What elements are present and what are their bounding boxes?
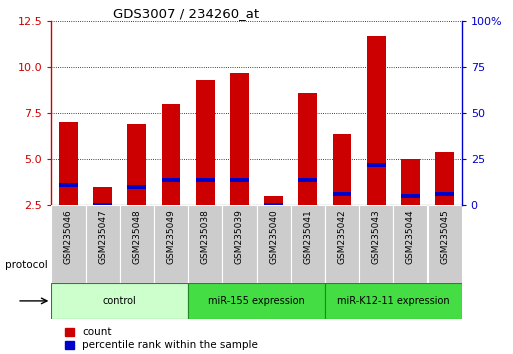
- Bar: [51, 205, 86, 283]
- Bar: [393, 205, 427, 283]
- Bar: [127, 185, 146, 189]
- Bar: [401, 159, 420, 205]
- Bar: [299, 93, 317, 205]
- Legend: count, percentile rank within the sample: count, percentile rank within the sample: [65, 327, 259, 350]
- Text: GSM235038: GSM235038: [201, 209, 210, 264]
- Bar: [359, 205, 393, 283]
- Bar: [59, 122, 78, 205]
- Bar: [196, 80, 214, 205]
- Text: miR-155 expression: miR-155 expression: [208, 296, 305, 306]
- Text: GSM235044: GSM235044: [406, 209, 415, 264]
- Bar: [367, 36, 386, 205]
- Bar: [325, 205, 359, 283]
- Bar: [59, 183, 78, 187]
- Bar: [162, 104, 181, 205]
- Text: GSM235047: GSM235047: [98, 209, 107, 264]
- Bar: [222, 205, 256, 283]
- Bar: [196, 177, 214, 182]
- Bar: [435, 152, 454, 205]
- Bar: [51, 283, 188, 319]
- Bar: [93, 187, 112, 205]
- Bar: [230, 177, 249, 182]
- Text: GSM235041: GSM235041: [303, 209, 312, 264]
- Bar: [332, 133, 351, 205]
- Bar: [264, 196, 283, 205]
- Bar: [427, 205, 462, 283]
- Text: miR-K12-11 expression: miR-K12-11 expression: [337, 296, 449, 306]
- Bar: [291, 205, 325, 283]
- Text: GSM235046: GSM235046: [64, 209, 73, 264]
- Bar: [230, 73, 249, 205]
- Text: GSM235039: GSM235039: [235, 209, 244, 264]
- Text: GSM235040: GSM235040: [269, 209, 278, 264]
- Bar: [188, 205, 222, 283]
- Text: GSM235043: GSM235043: [372, 209, 381, 264]
- Bar: [256, 205, 291, 283]
- Text: control: control: [103, 296, 136, 306]
- Text: GSM235045: GSM235045: [440, 209, 449, 264]
- Bar: [162, 177, 181, 182]
- Bar: [264, 203, 283, 207]
- Bar: [127, 124, 146, 205]
- Bar: [332, 192, 351, 196]
- Bar: [325, 283, 462, 319]
- Bar: [367, 163, 386, 167]
- Bar: [435, 192, 454, 196]
- Bar: [188, 283, 325, 319]
- Bar: [120, 205, 154, 283]
- Bar: [154, 205, 188, 283]
- Text: protocol: protocol: [5, 261, 48, 270]
- Text: GDS3007 / 234260_at: GDS3007 / 234260_at: [113, 7, 259, 20]
- Text: GSM235042: GSM235042: [338, 209, 346, 264]
- Text: GSM235048: GSM235048: [132, 209, 141, 264]
- Bar: [299, 177, 317, 182]
- Bar: [93, 203, 112, 207]
- Bar: [86, 205, 120, 283]
- Bar: [401, 194, 420, 198]
- Text: GSM235049: GSM235049: [167, 209, 175, 264]
